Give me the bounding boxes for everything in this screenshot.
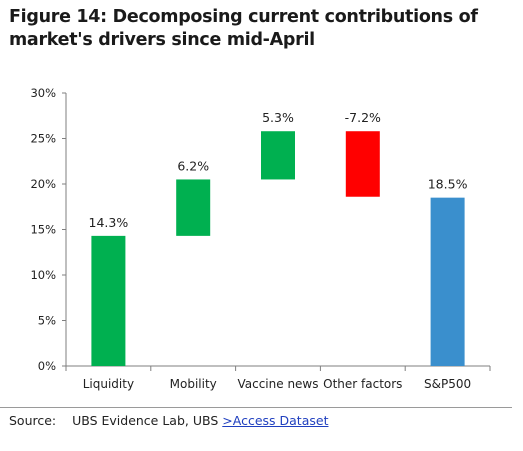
data-label: -7.2% [345,110,381,125]
source-note: Source: UBS Evidence Lab, UBS >Access Da… [9,413,328,428]
source-prefix: Source: [9,413,57,428]
waterfall-chart: 0% 5% 10% 15% 20% 25% 30% Liquidity Mobility Vacc… [30,86,491,391]
x-category-label: Mobility [170,377,217,391]
x-category-label: S&P500 [424,377,471,391]
bar-vaccine-news [261,131,295,180]
source-text: UBS Evidence Lab, UBS [72,413,219,428]
chart-data-labels: 14.3% 6.2% 5.3% -7.2% 18.5% [89,110,468,230]
x-category-label: Liquidity [83,377,134,391]
access-dataset-link[interactable]: >Access Dataset [222,413,329,428]
y-tick-label: 30% [30,86,56,100]
data-label: 14.3% [89,215,129,230]
y-tick-label: 20% [30,177,56,191]
y-tick-label: 25% [30,132,56,146]
bar-mobility [176,179,211,236]
data-label: 18.5% [428,177,468,192]
data-label: 5.3% [262,110,294,125]
bar-other-factors [345,131,380,197]
y-tick-label: 0% [38,359,56,373]
chart-bars [91,131,465,366]
x-category-label: Vaccine news [237,377,318,391]
y-tick-label: 10% [30,268,56,282]
data-label: 6.2% [177,158,209,173]
y-tick-label: 5% [38,314,56,328]
figure-title: Figure 14: Decomposing current contribut… [9,7,478,50]
chart-axes: 0% 5% 10% 15% 20% 25% 30% Liquidity Mobility Vacc… [30,86,491,391]
source-divider [0,407,512,408]
y-tick-label: 15% [30,223,56,237]
x-category-label: Other factors [323,377,402,391]
bar-s-p500 [430,197,465,366]
bar-liquidity [91,235,126,366]
